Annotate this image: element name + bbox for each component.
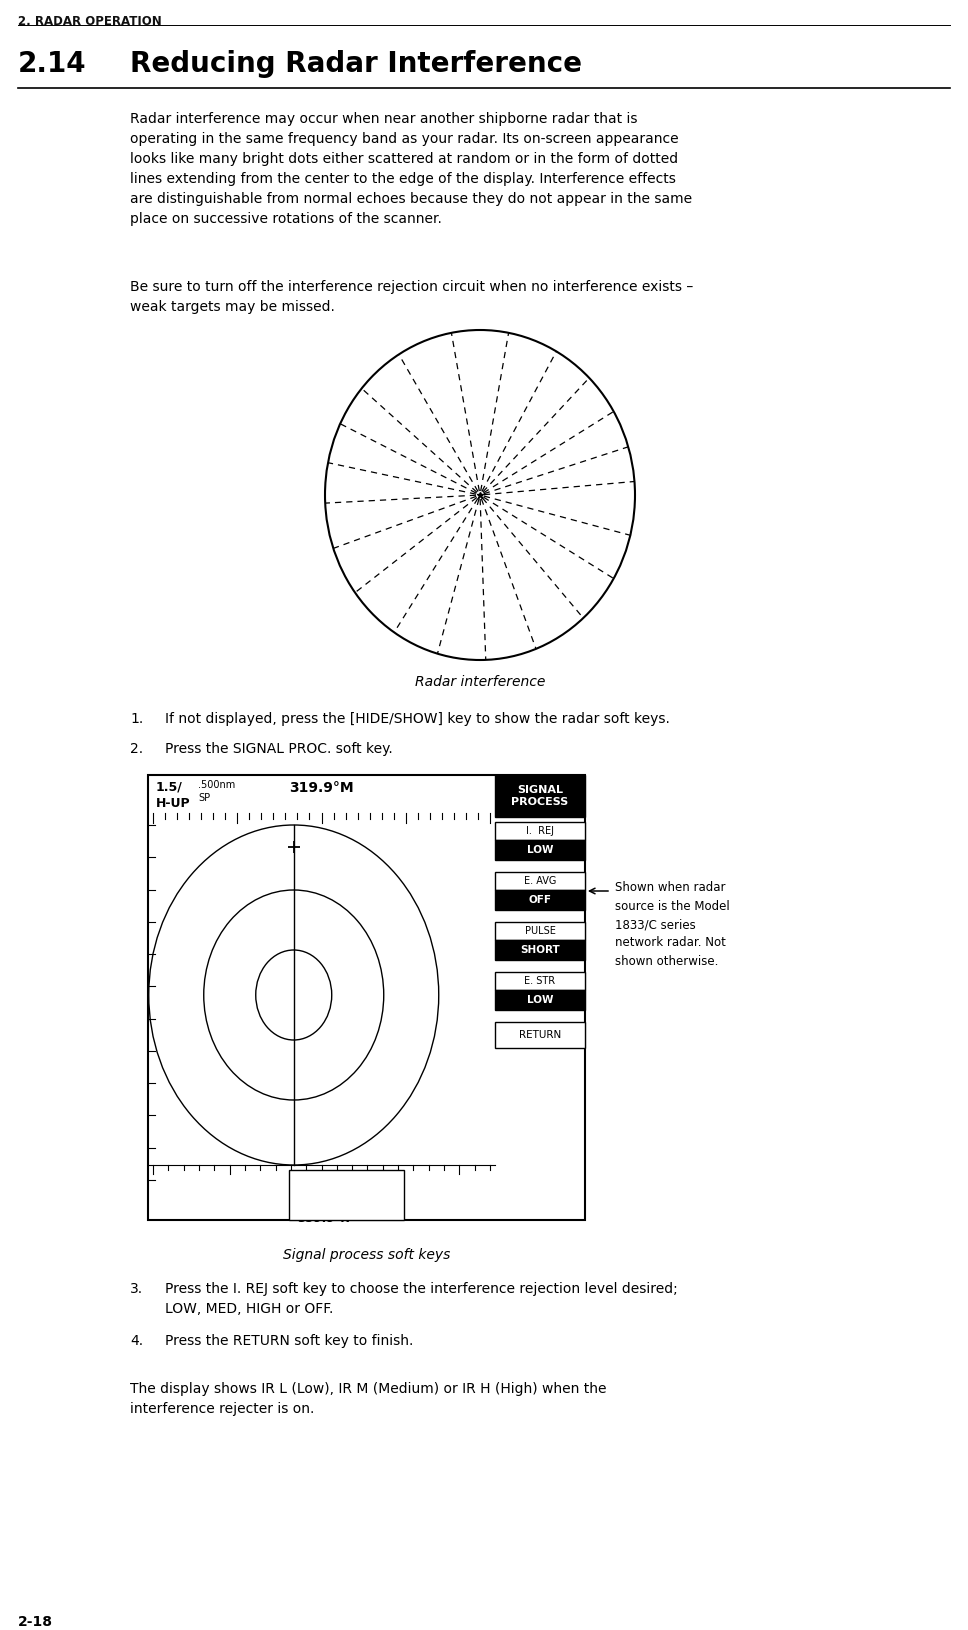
Text: LOW: LOW	[527, 844, 554, 856]
Bar	[495, 923, 585, 941]
Bar	[495, 872, 585, 890]
Text: Signal process soft keys: Signal process soft keys	[283, 1249, 450, 1262]
Bar	[495, 839, 585, 861]
Text: If not displayed, press the [HIDE/SHOW] key to show the radar soft keys.: If not displayed, press the [HIDE/SHOW] …	[165, 712, 670, 725]
Text: 2.14: 2.14	[18, 51, 86, 78]
Bar	[495, 774, 585, 817]
Text: The display shows IR L (Low), IR M (Medium) or IR H (High) when the
interference: The display shows IR L (Low), IR M (Medi…	[130, 1382, 607, 1416]
Text: 1.: 1.	[130, 712, 143, 725]
Bar	[148, 774, 585, 1219]
Text: 2. RADAR OPERATION: 2. RADAR OPERATION	[18, 15, 162, 28]
Text: E. STR: E. STR	[525, 976, 556, 986]
Text: 2-18: 2-18	[18, 1615, 53, 1628]
Text: +: +	[297, 1196, 307, 1209]
Text: Radar interference may occur when near another shipborne radar that is
operating: Radar interference may occur when near a…	[130, 112, 692, 227]
Text: RETURN: RETURN	[519, 1030, 561, 1040]
Text: I.  REJ: I. REJ	[526, 826, 554, 836]
Text: 1.5/: 1.5/	[156, 781, 183, 794]
Bar	[495, 941, 585, 960]
Text: Reducing Radar Interference: Reducing Radar Interference	[130, 51, 582, 78]
Bar	[495, 890, 585, 910]
Text: Press the I. REJ soft key to choose the interference rejection level desired;
LO: Press the I. REJ soft key to choose the …	[165, 1283, 678, 1315]
Text: Radar interference: Radar interference	[415, 675, 545, 689]
Text: Press the SIGNAL PROC. soft key.: Press the SIGNAL PROC. soft key.	[165, 742, 393, 756]
Bar	[495, 971, 585, 989]
Bar	[495, 989, 585, 1011]
Text: 0.240nm: 0.240nm	[305, 1196, 357, 1209]
Bar	[288, 1170, 404, 1219]
Bar	[495, 1022, 585, 1048]
Text: Press the RETURN soft key to finish.: Press the RETURN soft key to finish.	[165, 1333, 413, 1348]
Bar	[495, 822, 585, 839]
Text: SHORT: SHORT	[520, 945, 560, 955]
Text: E. AVG: E. AVG	[524, 875, 557, 887]
Text: Be sure to turn off the interference rejection circuit when no interference exis: Be sure to turn off the interference rej…	[130, 280, 693, 315]
Text: LOW: LOW	[527, 994, 554, 1006]
Text: PULSE: PULSE	[525, 926, 556, 936]
Text: 4.: 4.	[130, 1333, 143, 1348]
Text: Shown when radar
source is the Model
1833/C series
network radar. Not
shown othe: Shown when radar source is the Model 183…	[615, 880, 730, 968]
Text: .500nm: .500nm	[198, 781, 235, 791]
Text: SP: SP	[198, 794, 210, 804]
Text: OFF: OFF	[529, 895, 552, 905]
Text: H-UP: H-UP	[156, 797, 191, 810]
Text: 319.9°M: 319.9°M	[289, 781, 354, 795]
Text: 2.: 2.	[130, 742, 143, 756]
Text: SIGNAL
PROCESS: SIGNAL PROCESS	[511, 786, 568, 807]
Text: 3.: 3.	[130, 1283, 143, 1296]
Text: 359.9°R: 359.9°R	[297, 1213, 349, 1226]
